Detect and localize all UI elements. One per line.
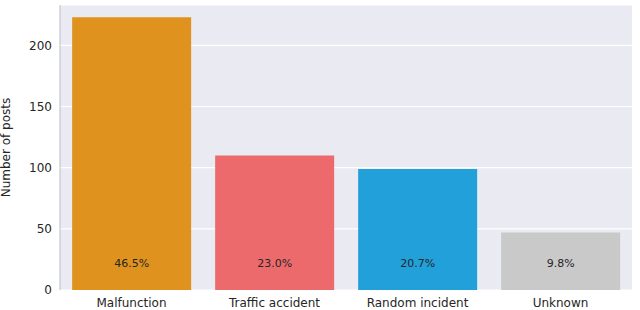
svg-text:0: 0: [44, 283, 52, 297]
svg-text:Traffic accident: Traffic accident: [228, 296, 320, 310]
svg-text:Unknown: Unknown: [533, 296, 589, 310]
svg-text:46.5%: 46.5%: [114, 257, 149, 270]
svg-text:23.0%: 23.0%: [257, 257, 292, 270]
svg-text:20.7%: 20.7%: [400, 257, 435, 270]
svg-text:9.8%: 9.8%: [547, 257, 575, 270]
svg-text:150: 150: [29, 100, 52, 114]
svg-text:Number of posts: Number of posts: [8, 98, 13, 198]
svg-text:100: 100: [29, 161, 52, 175]
svg-text:200: 200: [29, 39, 52, 53]
svg-text:50: 50: [37, 222, 52, 236]
svg-text:Random incident: Random incident: [367, 296, 469, 310]
svg-text:Malfunction: Malfunction: [96, 296, 166, 310]
